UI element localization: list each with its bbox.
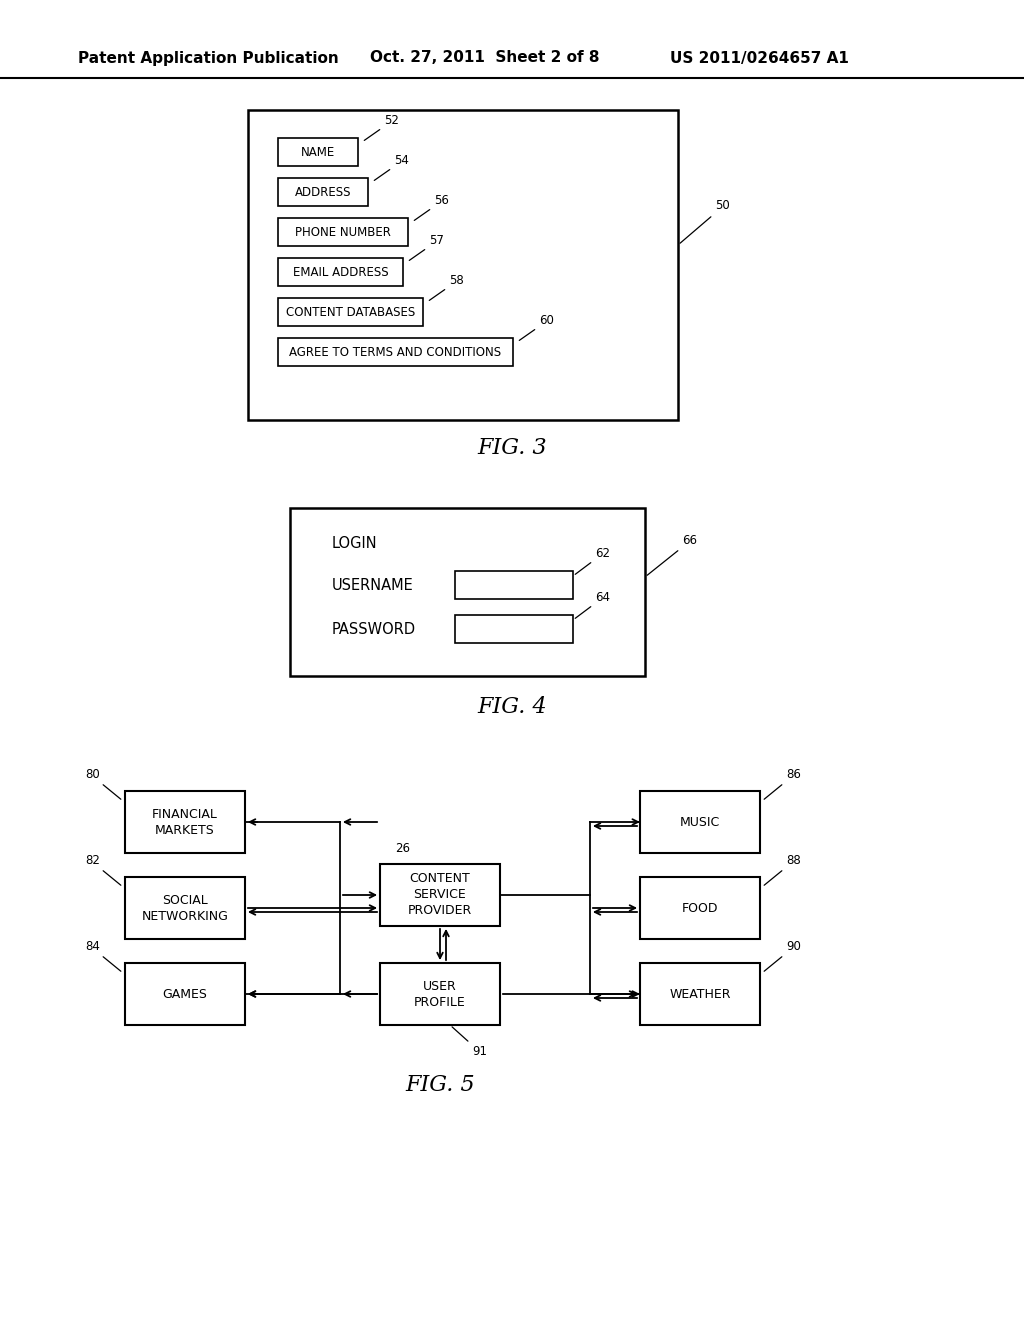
Text: 91: 91 (472, 1045, 487, 1059)
Text: 54: 54 (394, 154, 409, 168)
Text: FOOD: FOOD (682, 902, 718, 915)
Text: 57: 57 (429, 234, 443, 247)
Text: MUSIC: MUSIC (680, 816, 720, 829)
Text: 80: 80 (85, 768, 99, 781)
Text: Oct. 27, 2011  Sheet 2 of 8: Oct. 27, 2011 Sheet 2 of 8 (370, 50, 599, 66)
Text: FINANCIAL
MARKETS: FINANCIAL MARKETS (152, 808, 218, 837)
Bar (380, 865, 500, 927)
Text: 82: 82 (85, 854, 100, 867)
Text: SOCIAL
NETWORKING: SOCIAL NETWORKING (141, 894, 228, 923)
Text: US 2011/0264657 A1: US 2011/0264657 A1 (670, 50, 849, 66)
Text: FIG. 4: FIG. 4 (477, 696, 547, 718)
Bar (125, 791, 245, 853)
Text: FIG. 5: FIG. 5 (406, 1074, 475, 1096)
Text: 58: 58 (449, 275, 464, 286)
Text: FIG. 3: FIG. 3 (477, 437, 547, 459)
Text: WEATHER: WEATHER (670, 987, 731, 1001)
Text: 50: 50 (715, 199, 730, 213)
Bar (640, 964, 760, 1026)
Text: 60: 60 (539, 314, 554, 327)
Text: USER
PROFILE: USER PROFILE (414, 979, 466, 1008)
Text: EMAIL ADDRESS: EMAIL ADDRESS (293, 265, 388, 279)
Text: LOGIN: LOGIN (332, 536, 378, 550)
Text: 90: 90 (786, 940, 801, 953)
Bar (278, 218, 408, 246)
Text: ADDRESS: ADDRESS (295, 186, 351, 198)
Text: PASSWORD: PASSWORD (332, 623, 416, 638)
Bar (640, 791, 760, 853)
Text: 52: 52 (384, 114, 399, 127)
Text: 64: 64 (595, 591, 610, 605)
Bar (278, 178, 368, 206)
Bar (455, 572, 573, 599)
Text: 62: 62 (595, 546, 610, 560)
Text: Patent Application Publication: Patent Application Publication (78, 50, 339, 66)
Text: NAME: NAME (301, 145, 335, 158)
Bar (640, 876, 760, 939)
Text: 88: 88 (786, 854, 801, 867)
Text: GAMES: GAMES (163, 987, 208, 1001)
Text: 84: 84 (85, 940, 100, 953)
Text: USERNAME: USERNAME (332, 578, 414, 594)
Text: 86: 86 (786, 768, 801, 781)
Bar (278, 298, 423, 326)
Bar (248, 110, 678, 420)
Bar (125, 964, 245, 1026)
Text: 56: 56 (434, 194, 449, 207)
Bar (125, 876, 245, 939)
Bar (278, 338, 513, 366)
Bar (380, 964, 500, 1026)
Text: PHONE NUMBER: PHONE NUMBER (295, 226, 391, 239)
Text: 26: 26 (395, 842, 410, 855)
Text: 66: 66 (682, 535, 697, 546)
Text: AGREE TO TERMS AND CONDITIONS: AGREE TO TERMS AND CONDITIONS (290, 346, 502, 359)
Bar (278, 257, 403, 286)
Bar (455, 615, 573, 643)
Bar (290, 508, 645, 676)
Text: CONTENT DATABASES: CONTENT DATABASES (286, 305, 415, 318)
Bar (278, 139, 358, 166)
Text: CONTENT
SERVICE
PROVIDER: CONTENT SERVICE PROVIDER (408, 873, 472, 917)
